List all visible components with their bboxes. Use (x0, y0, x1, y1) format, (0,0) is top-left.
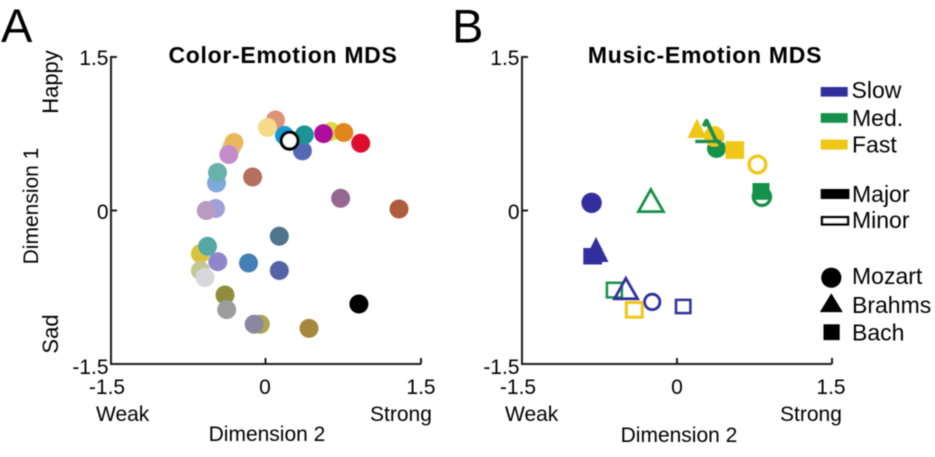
svg-text:0: 0 (671, 376, 683, 399)
svg-text:Color-Emotion MDS: Color-Emotion MDS (168, 42, 397, 68)
svg-text:Slow: Slow (852, 77, 902, 103)
svg-text:Dimension 2: Dimension 2 (621, 424, 738, 447)
svg-text:B: B (452, 0, 483, 53)
svg-text:A: A (1, 0, 33, 52)
svg-text:Sad: Sad (38, 314, 63, 353)
svg-text:Dimension 1: Dimension 1 (20, 148, 43, 265)
svg-text:-1.5: -1.5 (89, 376, 125, 399)
svg-text:Strong: Strong (780, 403, 842, 426)
svg-text:Bach: Bach (852, 320, 904, 346)
svg-text:Weak: Weak (505, 403, 559, 426)
svg-text:Brahms: Brahms (852, 292, 931, 318)
svg-text:Weak: Weak (96, 403, 150, 426)
svg-text:Happy: Happy (38, 50, 63, 114)
svg-text:Music-Emotion MDS: Music-Emotion MDS (588, 42, 822, 68)
svg-text:1.5: 1.5 (816, 376, 845, 399)
svg-text:-1.5: -1.5 (483, 356, 519, 379)
svg-text:0: 0 (97, 201, 109, 224)
svg-text:Med.: Med. (852, 105, 903, 131)
svg-text:Mozart: Mozart (852, 263, 923, 289)
svg-text:Strong: Strong (370, 403, 432, 426)
svg-text:1.5: 1.5 (79, 47, 108, 70)
svg-text:-1.5: -1.5 (500, 376, 536, 399)
svg-text:1.5: 1.5 (406, 376, 435, 399)
svg-text:0: 0 (259, 376, 271, 399)
svg-text:Dimension 2: Dimension 2 (209, 423, 326, 446)
svg-text:Major: Major (852, 181, 910, 207)
svg-text:0: 0 (508, 201, 520, 224)
svg-text:Fast: Fast (852, 132, 897, 158)
svg-text:Minor: Minor (852, 207, 910, 233)
svg-text:1.5: 1.5 (490, 47, 519, 70)
svg-text:-1.5: -1.5 (72, 356, 108, 379)
